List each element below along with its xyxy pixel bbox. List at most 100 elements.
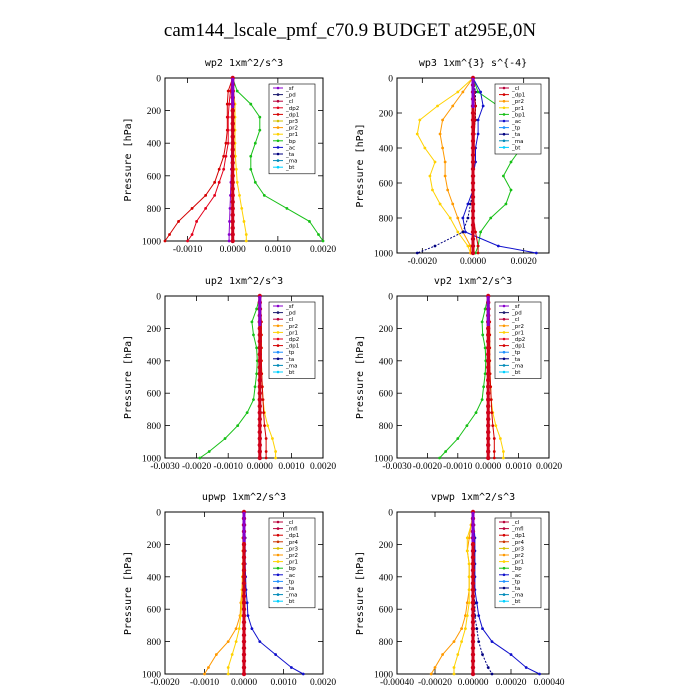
total-point <box>230 134 235 139</box>
legend-label: _dp2 <box>285 106 299 112</box>
panel-5: upwp 1xm^2/s^3 0 200 400 600 800 1000-0.0020 -0… <box>123 492 336 688</box>
legend-marker <box>502 357 506 361</box>
total-point <box>241 645 247 651</box>
x-tick-label: -0.0020 <box>182 462 212 472</box>
series-pr1 <box>416 77 474 254</box>
y-tick-label: 800 <box>379 422 394 432</box>
total-point <box>470 548 476 554</box>
point-dp1 <box>213 180 217 184</box>
point-pr1 <box>271 437 274 440</box>
total-point <box>230 167 235 172</box>
figure-title: cam144_lscale_pmf_c70.9 BUDGET at295E,0N <box>163 20 537 41</box>
point-bp <box>255 307 259 311</box>
total-point <box>470 180 476 186</box>
x-tick-label: 0.0000 <box>475 462 501 472</box>
point-bp <box>483 372 487 376</box>
legend-label: _pr2 <box>285 126 298 132</box>
legend-marker <box>276 331 280 334</box>
legend-label: _ta <box>511 357 520 363</box>
total-point <box>470 117 476 123</box>
point-ta <box>490 672 494 676</box>
total-point <box>470 619 476 625</box>
point-bp <box>253 385 257 389</box>
point-ac <box>538 672 541 676</box>
y-tick-label: 200 <box>379 325 394 335</box>
total-point <box>241 600 247 605</box>
point-dp2 <box>190 233 194 236</box>
total-point <box>470 138 476 144</box>
legend-marker <box>276 350 280 354</box>
point-ac <box>250 627 254 631</box>
point-pr2 <box>433 666 437 669</box>
y-tick-label: 400 <box>147 357 162 367</box>
total-point <box>486 423 491 428</box>
legend-marker <box>276 370 280 374</box>
total-point <box>241 626 247 631</box>
legend-label: _tp <box>511 126 521 132</box>
y-axis-label: Pressure [hPa] <box>355 551 366 635</box>
point-bp <box>482 385 486 389</box>
total-point <box>230 219 235 224</box>
point-ac <box>274 653 277 656</box>
point-bp <box>252 333 255 337</box>
point-dp2 <box>226 115 230 119</box>
point-dp1 <box>177 220 180 223</box>
point-ac <box>479 90 482 94</box>
point-ac <box>509 653 513 656</box>
point-pr1 <box>464 627 467 631</box>
x-tick-label: 0.00000 <box>458 678 489 688</box>
total-point <box>486 352 491 357</box>
point-ac <box>524 666 528 669</box>
legend-label: _pr1 <box>285 132 298 138</box>
x-tick-label: -0.0020 <box>408 257 438 267</box>
total-point <box>241 619 247 625</box>
point-dp2 <box>195 220 199 223</box>
point-pr1 <box>465 536 469 540</box>
point-bp <box>235 89 239 93</box>
y-tick-label: 0 <box>388 509 393 519</box>
total-point <box>257 416 262 422</box>
legend-label: _ma <box>511 363 523 369</box>
point-dp1 <box>264 437 268 440</box>
y-axis-label: Pressure [hPa] <box>355 335 366 419</box>
point-bp <box>250 320 254 324</box>
point-pr2 <box>226 640 230 643</box>
point-pr1 <box>431 188 434 192</box>
point-bp <box>489 216 493 220</box>
legend-label: _ac <box>285 573 295 579</box>
series-dp2 <box>187 77 234 242</box>
legend-marker <box>276 566 280 570</box>
point-ac <box>496 244 500 248</box>
legend-label: _cl <box>511 520 520 526</box>
y-tick-label: 1000 <box>142 455 161 465</box>
total-point <box>470 152 476 158</box>
point-pr1 <box>423 146 427 150</box>
sf-marker <box>471 512 475 542</box>
legend-label: _dp1 <box>511 344 525 350</box>
point-pr1 <box>460 640 463 643</box>
y-tick-label: 600 <box>147 606 162 616</box>
total-point <box>470 594 476 599</box>
point-pr1 <box>418 118 422 122</box>
legend-marker <box>502 311 506 314</box>
series-pr1 <box>232 77 247 241</box>
legend-label: _ma <box>285 593 297 599</box>
total-point <box>241 542 247 547</box>
point-dp2 <box>226 141 230 145</box>
total-point <box>241 639 247 644</box>
y-tick-label: 1000 <box>142 671 161 681</box>
legend-marker <box>276 146 280 149</box>
y-tick-label: 1000 <box>142 238 161 248</box>
total-point <box>230 199 235 205</box>
point-pr1 <box>234 167 238 171</box>
point-sf <box>227 233 231 236</box>
total-point <box>470 250 476 256</box>
total-point <box>241 665 247 670</box>
total-point <box>241 658 247 664</box>
legend-marker <box>502 560 506 563</box>
point-pr1 <box>239 614 243 618</box>
point-bp <box>504 202 508 206</box>
legend-label: _bt <box>511 370 521 376</box>
legend-marker <box>502 593 506 596</box>
panel-1: wp2 1xm^2/s^3 0 200 400 600 800 1000 -0.0010 0.0… <box>123 58 336 255</box>
